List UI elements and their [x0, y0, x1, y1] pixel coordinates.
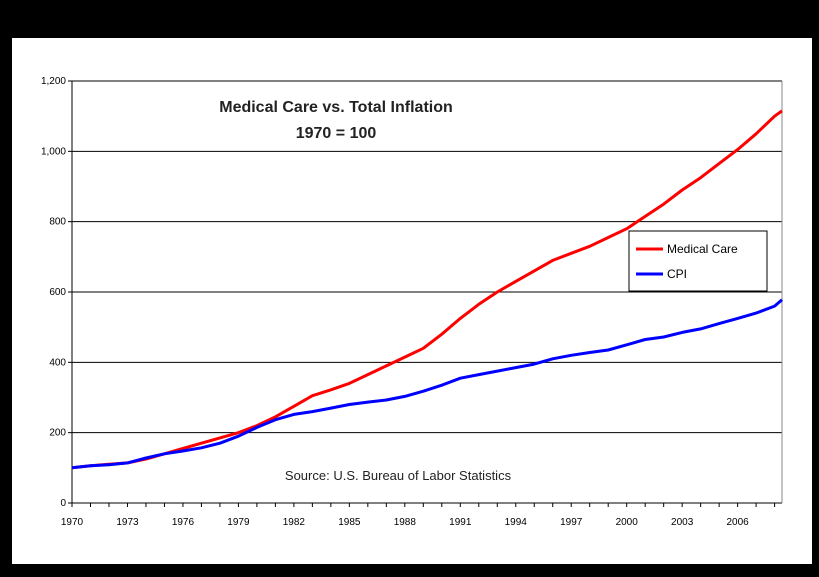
y-tick-label: 400 — [49, 357, 66, 368]
chart-subtitle: 1970 = 100 — [296, 125, 377, 142]
y-tick-label: 200 — [49, 428, 66, 439]
x-tick-label: 1994 — [505, 517, 528, 528]
x-tick-label: 2000 — [616, 517, 639, 528]
chart-card: 0 200 400 600 800 1,000 1,200 1970 1973 1976 1979… — [12, 38, 812, 564]
x-tick-label: 1982 — [283, 517, 306, 528]
x-tick-labels: 1970 1973 1976 1979 1982 1985 1988 1991 1994 1997… — [61, 517, 749, 528]
x-tick-label: 1988 — [394, 517, 417, 528]
y-tick-label: 1,000 — [41, 146, 66, 157]
y-tick-labels: 0 200 400 600 800 1,000 1,200 — [41, 76, 66, 509]
x-tick-label: 2003 — [671, 517, 694, 528]
y-tick-label: 600 — [49, 287, 66, 298]
chart-title: Medical Care vs. Total Inflation — [219, 99, 453, 116]
x-tick-label: 1997 — [560, 517, 583, 528]
x-tick-label: 1976 — [172, 517, 195, 528]
y-tick-label: 800 — [49, 217, 66, 228]
y-tick-label: 1,200 — [41, 76, 66, 87]
x-tick-label: 1970 — [61, 517, 84, 528]
x-tick-label: 1991 — [449, 517, 472, 528]
gridlines — [72, 80, 782, 434]
series-line-cpi — [71, 298, 783, 470]
legend: Medical Care CPI — [628, 230, 768, 292]
x-tick-label: 2006 — [727, 517, 750, 528]
series-lines — [71, 109, 783, 470]
legend-box — [628, 230, 768, 292]
x-tick-label: 1979 — [227, 517, 250, 528]
chart-svg: 0 200 400 600 800 1,000 1,200 1970 1973 1976 1979… — [41, 76, 783, 528]
axes — [68, 80, 783, 507]
x-tick-label: 1973 — [116, 517, 139, 528]
series-line-medical-care — [71, 109, 783, 470]
legend-label-medical-care: Medical Care — [667, 242, 738, 256]
source-annotation: Source: U.S. Bureau of Labor Statistics — [285, 468, 512, 483]
legend-label-cpi: CPI — [667, 267, 687, 281]
x-tick-label: 1985 — [338, 517, 361, 528]
y-tick-label: 0 — [60, 498, 66, 509]
